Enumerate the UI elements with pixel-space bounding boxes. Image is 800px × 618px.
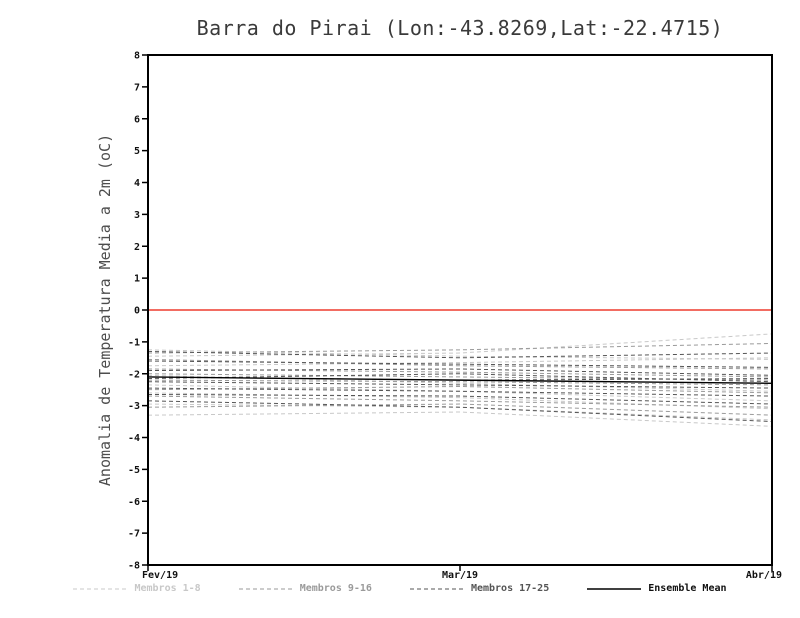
y-tick-label: -8 bbox=[128, 561, 140, 572]
y-tick-label: 6 bbox=[134, 114, 140, 125]
y-tick-label: -6 bbox=[128, 497, 140, 508]
member-line bbox=[147, 395, 773, 408]
member-line bbox=[147, 374, 773, 392]
member-line bbox=[147, 357, 773, 367]
legend-label: Membros 1-8 bbox=[134, 583, 201, 594]
member-line bbox=[147, 385, 773, 394]
member-line bbox=[147, 411, 773, 427]
member-line bbox=[147, 387, 773, 397]
member-line bbox=[147, 379, 773, 386]
y-tick-label: -2 bbox=[128, 369, 140, 380]
member-line bbox=[147, 373, 773, 383]
y-tick-label: -3 bbox=[128, 401, 140, 412]
legend-entry: Membros 9-16 bbox=[238, 583, 372, 594]
y-tick-label: 5 bbox=[134, 146, 140, 157]
member-line bbox=[147, 350, 773, 359]
legend-entry: Membros 17-25 bbox=[409, 583, 550, 594]
legend-label: Ensemble Mean bbox=[648, 583, 727, 594]
y-tick-label: 3 bbox=[134, 210, 140, 221]
y-tick-label: 1 bbox=[134, 274, 140, 285]
y-tick-label: -1 bbox=[128, 337, 140, 348]
y-tick-label: -5 bbox=[128, 465, 140, 476]
legend: Membros 1-8 Membros 9-16 Membros 17-25 Ense… bbox=[0, 583, 800, 594]
y-tick-label: 8 bbox=[134, 51, 140, 62]
x-tick-label: Abr/19 bbox=[746, 570, 782, 581]
member-line bbox=[147, 358, 773, 370]
legend-label: Membros 9-16 bbox=[299, 583, 372, 594]
legend-label: Membros 17-25 bbox=[470, 583, 550, 594]
y-tick-label: 2 bbox=[134, 242, 140, 253]
member-line bbox=[147, 393, 773, 405]
ensemble-mean-line bbox=[147, 376, 773, 385]
y-tick-label: 4 bbox=[134, 178, 140, 189]
x-tick-label: Fev/19 bbox=[142, 570, 178, 581]
member-line bbox=[147, 368, 773, 378]
legend-line-sample bbox=[238, 588, 293, 589]
x-tick-label: Mar/19 bbox=[442, 570, 478, 581]
member-line bbox=[147, 403, 773, 421]
y-tick-label: -7 bbox=[128, 529, 140, 540]
member-line bbox=[147, 342, 773, 354]
member-line bbox=[147, 368, 773, 376]
legend-entry: Membros 1-8 bbox=[73, 583, 201, 594]
member-line bbox=[147, 384, 773, 402]
legend-line-sample bbox=[73, 588, 128, 589]
y-tick-label: -4 bbox=[128, 433, 140, 444]
member-line bbox=[147, 333, 773, 357]
member-line bbox=[147, 403, 773, 416]
y-tick-label: 0 bbox=[134, 306, 140, 317]
y-tick-label: 7 bbox=[134, 82, 140, 93]
member-line bbox=[147, 360, 773, 368]
legend-line-sample bbox=[587, 587, 642, 590]
member-line bbox=[147, 400, 773, 423]
member-line bbox=[147, 381, 773, 389]
member-line bbox=[147, 349, 773, 360]
legend-entry: Ensemble Mean bbox=[587, 583, 727, 594]
chart-title: Barra do Pirai (Lon:-43.8269,Lat:-22.471… bbox=[196, 16, 724, 40]
legend-line-sample bbox=[409, 588, 464, 589]
